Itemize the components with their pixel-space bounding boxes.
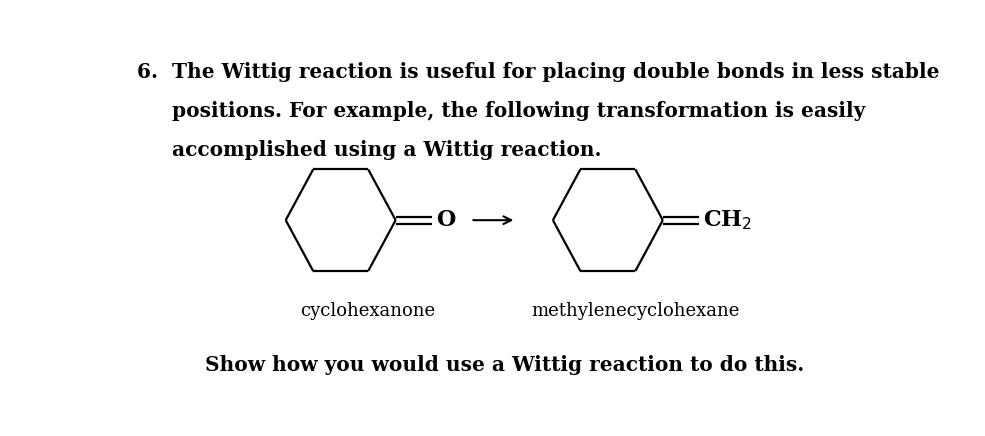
- Text: CH$_2$: CH$_2$: [703, 208, 753, 232]
- Text: O: O: [436, 209, 455, 231]
- Text: cyclohexanone: cyclohexanone: [300, 303, 435, 320]
- Text: 6.  The Wittig reaction is useful for placing double bonds in less stable: 6. The Wittig reaction is useful for pla…: [137, 62, 940, 82]
- Text: accomplished using a Wittig reaction.: accomplished using a Wittig reaction.: [137, 140, 602, 160]
- Text: methylenecyclohexane: methylenecyclohexane: [531, 303, 740, 320]
- Text: positions. For example, the following transformation is easily: positions. For example, the following tr…: [137, 101, 865, 121]
- Text: Show how you would use a Wittig reaction to do this.: Show how you would use a Wittig reaction…: [205, 354, 805, 375]
